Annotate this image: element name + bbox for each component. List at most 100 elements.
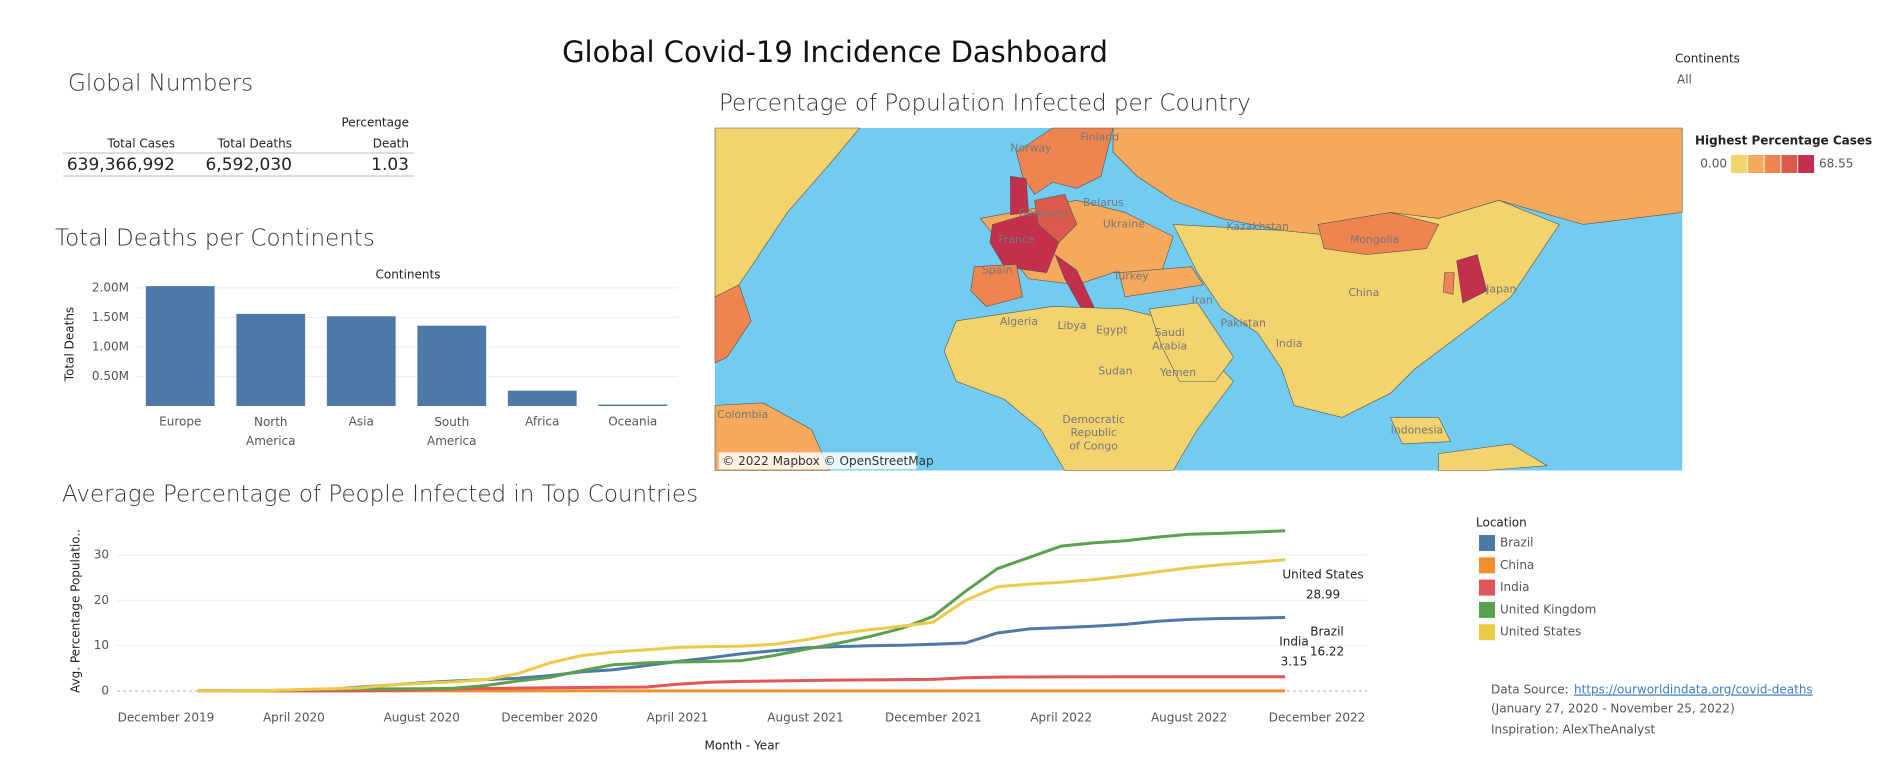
map-label: Germany xyxy=(1018,207,1068,220)
region xyxy=(1034,193,1078,243)
data-label-value: 3.15 xyxy=(1281,655,1308,669)
legend-swatch xyxy=(1479,535,1495,551)
map-title: Percentage of Population Infected per Co… xyxy=(719,91,1251,117)
data-label-value: 16.22 xyxy=(1310,645,1344,659)
x-tick-label: Oceania xyxy=(608,415,657,429)
region xyxy=(1456,254,1488,304)
legend-swatch xyxy=(1747,155,1764,173)
region xyxy=(1148,302,1234,382)
map-label: France xyxy=(998,233,1034,246)
map-label: Japan xyxy=(1485,283,1516,296)
legend-swatch xyxy=(1479,557,1495,574)
region xyxy=(970,263,1023,307)
x-tick-label: April 2020 xyxy=(263,711,325,725)
x-tick-label: Africa xyxy=(525,415,559,429)
y-tick-label: 10 xyxy=(94,638,109,652)
legend-max: 68.55 xyxy=(1819,157,1853,171)
legend-label: United Kingdom xyxy=(1500,602,1596,616)
region xyxy=(943,306,1234,471)
map-label: Turkey xyxy=(1112,269,1149,282)
map-label: Kazakhstan xyxy=(1226,220,1288,233)
map-label: Mongolia xyxy=(1350,233,1399,246)
y-tick-label: 30 xyxy=(94,548,109,562)
bar-chart: 0.50M 1.00M 1.50M 2.00M Europe North America As… xyxy=(92,280,678,448)
region xyxy=(1389,417,1452,445)
source-prefix: Data Source: xyxy=(1491,683,1569,697)
data-label-name: India xyxy=(1279,635,1308,649)
map-label: Egypt xyxy=(1096,324,1127,337)
series-line xyxy=(197,675,1286,693)
y-tick-label: 2.00M xyxy=(92,280,129,294)
legend-swatch xyxy=(1479,601,1495,618)
table-header: Death xyxy=(373,137,409,151)
map-legend: 0.00 68.55 xyxy=(1700,155,1853,173)
legend-swatch xyxy=(1479,624,1495,641)
map-label: India xyxy=(1276,337,1303,350)
dashboard-title: Global Covid-19 Incidence Dashboard xyxy=(562,35,1108,69)
source-link[interactable]: https://ourworldindata.org/covid-deaths xyxy=(1574,683,1813,697)
bar xyxy=(417,325,487,406)
source-range: (January 27, 2020 - November 25, 2022) xyxy=(1491,702,1735,716)
region xyxy=(1010,175,1029,216)
x-tick-label: April 2021 xyxy=(647,711,709,725)
bar-y-label: Total Deaths xyxy=(63,307,77,382)
series-line xyxy=(197,616,1286,693)
map-label: Algeria xyxy=(1000,315,1038,328)
map-label: Spain xyxy=(982,263,1012,276)
bar xyxy=(145,286,215,406)
legend-swatch xyxy=(1764,155,1781,173)
map-label: Colombia xyxy=(717,408,768,421)
legend-label: India xyxy=(1500,580,1529,594)
table-header: Total Deaths xyxy=(217,137,292,151)
legend: Brazil China India United Kingdom United Sta… xyxy=(1479,535,1596,641)
data-label-value: 28.99 xyxy=(1306,588,1340,602)
x-tick-label: August 2022 xyxy=(1151,711,1227,725)
x-tick-label: December 2020 xyxy=(501,711,598,725)
legend-swatch xyxy=(1731,155,1747,173)
map: Norway Finland Belarus Germany Ukraine France… xyxy=(714,127,1683,471)
attribution: © 2022 Mapbox © OpenStreetMap xyxy=(722,454,933,468)
x-tick-label: South America xyxy=(427,415,477,448)
bar xyxy=(326,316,396,406)
table-cell: 6,592,030 xyxy=(205,155,292,175)
map-label: Finland xyxy=(1080,131,1119,144)
map-label: Iran xyxy=(1192,293,1213,306)
map-label: Democratic xyxy=(1062,413,1125,426)
series-line xyxy=(197,558,1286,693)
table-cell: 1.03 xyxy=(371,155,409,175)
region xyxy=(1438,443,1549,471)
map-label: Ukraine xyxy=(1103,217,1145,230)
line-chart: 0 10 20 30 December 2019 April 2020 August 202… xyxy=(94,529,1367,725)
bar xyxy=(598,404,668,406)
x-tick-label: August 2021 xyxy=(767,711,843,725)
legend-label: Brazil xyxy=(1500,536,1534,550)
y-tick-label: 1.00M xyxy=(92,339,129,353)
x-tick-label: North America xyxy=(246,415,296,448)
data-label-name: Brazil xyxy=(1310,625,1344,639)
data-label-name: United States xyxy=(1282,568,1363,582)
filter-value[interactable]: All xyxy=(1677,73,1692,87)
filter-label: Continents xyxy=(1675,52,1740,66)
map-legend-title: Highest Percentage Cases xyxy=(1695,134,1872,148)
map-label: Pakistan xyxy=(1221,316,1266,329)
bar-x-label: Continents xyxy=(376,268,441,282)
global-numbers-title: Global Numbers xyxy=(68,71,253,97)
line-chart-title: Average Percentage of People Infected in… xyxy=(62,482,698,508)
y-tick-label: 0 xyxy=(101,683,109,697)
line-y-label: Avg. Percentage Populatio.. xyxy=(69,529,83,693)
x-tick-label: April 2022 xyxy=(1030,711,1092,725)
x-tick-label: December 2022 xyxy=(1269,711,1366,725)
line-x-label: Month - Year xyxy=(705,739,780,753)
table-header: Total Cases xyxy=(107,137,175,151)
region xyxy=(1443,272,1455,295)
x-tick-label: Europe xyxy=(159,415,201,429)
map-label: Arabia xyxy=(1152,339,1187,352)
map-label: Norway xyxy=(1010,142,1052,155)
attribution-box xyxy=(718,452,917,470)
map-label: Sudan xyxy=(1098,365,1132,378)
inspiration: Inspiration: AlexTheAnalyst xyxy=(1491,723,1655,737)
bar xyxy=(236,313,306,406)
legend-label: China xyxy=(1500,558,1534,572)
map-label: of Congo xyxy=(1069,439,1118,452)
map-label: Indonesia xyxy=(1391,424,1443,437)
